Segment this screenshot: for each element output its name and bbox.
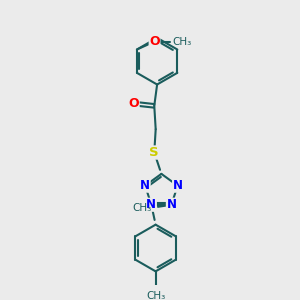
Text: N: N <box>140 179 150 192</box>
Text: N: N <box>146 198 156 211</box>
Text: N: N <box>172 179 183 192</box>
Text: CH₃: CH₃ <box>132 202 152 213</box>
Text: O: O <box>128 97 139 110</box>
Text: S: S <box>149 146 159 159</box>
Text: CH₃: CH₃ <box>146 291 165 300</box>
Text: O: O <box>149 35 160 48</box>
Text: CH₃: CH₃ <box>172 37 191 46</box>
Text: N: N <box>167 198 176 211</box>
